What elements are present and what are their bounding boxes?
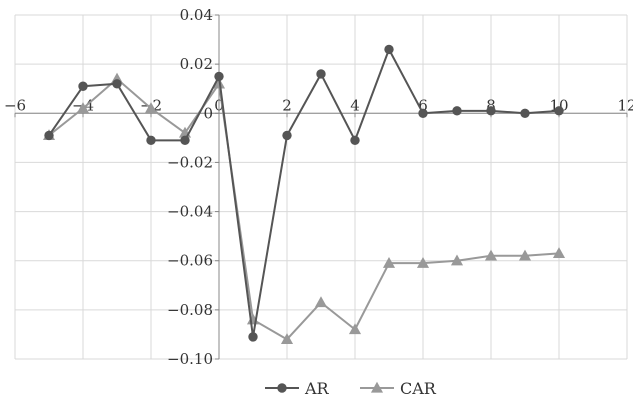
x-tick-label: 0 <box>214 96 224 114</box>
data-point-ar <box>486 106 496 116</box>
data-point-ar <box>418 108 428 118</box>
data-point-ar <box>350 135 360 146</box>
y-tick-label: −0.04 <box>167 203 213 221</box>
y-tick-label: −0.08 <box>167 301 213 319</box>
legend-marker-ar <box>277 383 287 393</box>
y-tick-label: 0.02 <box>180 55 213 73</box>
legend-entry-car: CAR <box>360 379 437 398</box>
data-point-car <box>552 247 566 259</box>
y-tick-label: 0 <box>203 104 213 122</box>
data-point-car <box>76 102 90 114</box>
legend-label-car: CAR <box>400 379 437 398</box>
y-tick-label: −0.06 <box>167 252 213 270</box>
data-point-car <box>382 256 396 268</box>
series-ar <box>44 44 564 342</box>
legend-entry-ar: AR <box>265 379 330 398</box>
y-tick-labels: 0.04 0.02 0 −0.02 −0.04 −0.06 −0.08 −0.10 <box>167 6 213 368</box>
data-point-ar <box>452 106 462 116</box>
legend: AR CAR <box>265 379 437 398</box>
grid-lines <box>14 14 628 360</box>
y-tick-label: 0.04 <box>180 6 213 24</box>
series-line-ar <box>48 48 560 338</box>
x-tick-label: 10 <box>549 96 568 114</box>
series-group <box>42 44 566 345</box>
data-point-car <box>518 249 532 261</box>
data-point-ar <box>180 135 190 146</box>
x-tick-label: −6 <box>4 96 26 114</box>
data-point-ar <box>384 44 394 55</box>
legend-label-ar: AR <box>304 379 330 398</box>
data-point-ar <box>316 69 326 79</box>
data-point-car <box>450 254 464 266</box>
x-tick-label: 8 <box>486 96 496 114</box>
data-point-car <box>348 323 362 335</box>
data-point-ar <box>112 79 122 89</box>
data-point-car <box>416 256 430 268</box>
x-tick-labels: −6−4−2024681012 <box>4 96 633 114</box>
series-line-car <box>48 77 560 341</box>
data-point-car <box>314 296 328 308</box>
data-point-car <box>484 249 498 261</box>
x-tick-label: 12 <box>617 96 633 114</box>
y-tick-label: −0.02 <box>167 153 213 171</box>
data-point-ar <box>554 106 564 116</box>
axes <box>14 14 628 360</box>
data-point-ar <box>520 108 530 118</box>
data-point-ar <box>44 130 54 141</box>
y-tick-label: −0.10 <box>167 350 213 368</box>
data-point-ar <box>146 135 156 146</box>
data-point-car <box>280 333 294 345</box>
data-point-ar <box>282 130 292 141</box>
data-point-ar <box>78 81 88 91</box>
data-point-ar <box>248 332 258 342</box>
x-tick-label: 6 <box>418 96 428 114</box>
legend-marker-car <box>370 381 384 393</box>
data-point-ar <box>214 71 224 82</box>
x-tick-label: 2 <box>282 96 292 114</box>
data-point-car <box>144 102 158 114</box>
x-tick-label: 4 <box>350 96 360 114</box>
